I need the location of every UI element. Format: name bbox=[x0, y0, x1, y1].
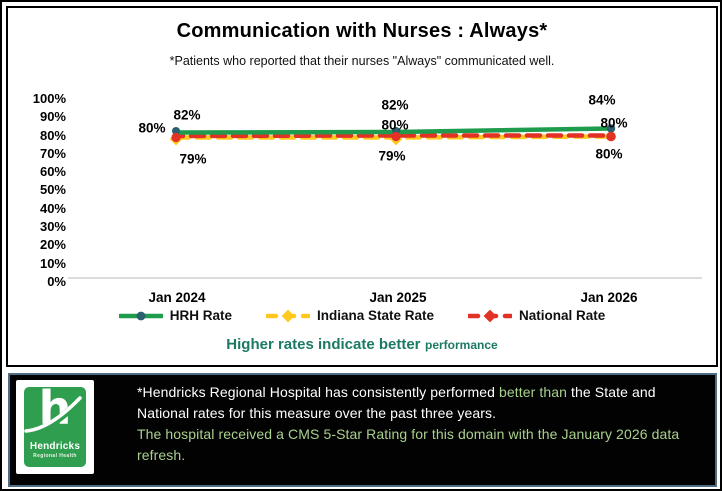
national-marker bbox=[391, 131, 401, 142]
footer-note: *Hendricks Regional Hospital has consist… bbox=[137, 382, 685, 466]
hendricks-logo: h Hendricks Regional Health bbox=[16, 380, 94, 474]
y-axis: 100% 90% 80% 70% 60% 50% 40% 30% 20% 10%… bbox=[16, 92, 66, 288]
plot-area bbox=[68, 124, 702, 279]
data-label-national-2026: 80% bbox=[595, 146, 623, 162]
data-label-hrh-2026: 84% bbox=[588, 92, 616, 108]
indiana-line-sample-icon bbox=[265, 309, 310, 322]
y-tick: 100% bbox=[32, 91, 66, 106]
y-tick: 10% bbox=[39, 255, 66, 271]
hrh-marker bbox=[172, 127, 180, 135]
chart-footnote-small: performance bbox=[424, 338, 498, 352]
logo-subname: Regional Health bbox=[33, 453, 77, 459]
chart-panel: Communication with Nurses : Always* *Pat… bbox=[6, 6, 718, 367]
national-marker bbox=[606, 131, 616, 142]
chart-title: Communication with Nurses : Always* bbox=[176, 20, 548, 42]
national-line-sample-icon bbox=[468, 309, 512, 322]
y-tick: 30% bbox=[39, 219, 66, 235]
footer-note-green-line: The hospital received a CMS 5-Star Ratin… bbox=[137, 426, 680, 463]
hrh-line-sample-icon bbox=[118, 311, 163, 320]
logo-name: Hendricks bbox=[29, 441, 81, 452]
legend-label-indiana: Indiana State Rate bbox=[316, 308, 434, 323]
y-tick: 90% bbox=[39, 109, 66, 125]
national-marker bbox=[171, 132, 181, 143]
y-tick: 50% bbox=[39, 182, 66, 198]
data-label-indiana-2024: 80% bbox=[138, 120, 166, 136]
hrh-marker bbox=[606, 124, 616, 133]
hendricks-logo-mark: h Hendricks Regional Health bbox=[24, 387, 86, 467]
y-tick: 40% bbox=[39, 200, 66, 216]
data-label-indiana-2025: 80% bbox=[381, 117, 409, 133]
data-label-hrh-2025: 82% bbox=[381, 97, 409, 113]
y-tick: 60% bbox=[39, 164, 66, 180]
footer-callout: h Hendricks Regional Health *Hendricks R… bbox=[8, 373, 717, 487]
legend-item-national: National Rate bbox=[468, 308, 605, 323]
x-tick-jan-2026: Jan 2026 bbox=[580, 290, 638, 305]
legend-item-indiana: Indiana State Rate bbox=[265, 308, 434, 323]
data-label-hrh-2024: 82% bbox=[173, 107, 201, 123]
footer-note-highlight: better than bbox=[499, 384, 572, 400]
chart-footnote-main: Higher rates indicate better bbox=[226, 336, 421, 353]
data-label-indiana-2026: 80% bbox=[600, 115, 628, 131]
footer-note-segment: the State and National rates for this me… bbox=[137, 384, 656, 421]
legend-label-hrh: HRH Rate bbox=[169, 308, 232, 323]
y-tick: 80% bbox=[39, 127, 66, 143]
logo-swoosh-icon bbox=[24, 396, 83, 437]
data-label-national-2025: 79% bbox=[378, 148, 406, 164]
legend-item-hrh: HRH Rate bbox=[118, 308, 232, 323]
chart-subtitle: *Patients who reported that their nurses… bbox=[169, 54, 555, 68]
chart-footnote: Higher rates indicate better performance bbox=[8, 336, 716, 354]
x-tick-jan-2024: Jan 2024 bbox=[148, 290, 206, 305]
national-line bbox=[173, 133, 614, 139]
y-tick: 0% bbox=[47, 273, 66, 289]
footer-note-segment: *Hendricks Regional Hospital has consist… bbox=[137, 384, 499, 400]
legend: HRH Rate Indiana State Rate National Rat… bbox=[8, 308, 716, 323]
y-tick: 70% bbox=[39, 145, 66, 161]
legend-label-national: National Rate bbox=[519, 308, 606, 323]
data-label-national-2024: 79% bbox=[179, 151, 207, 167]
x-tick-jan-2025: Jan 2025 bbox=[369, 290, 427, 305]
y-tick: 20% bbox=[39, 237, 66, 253]
